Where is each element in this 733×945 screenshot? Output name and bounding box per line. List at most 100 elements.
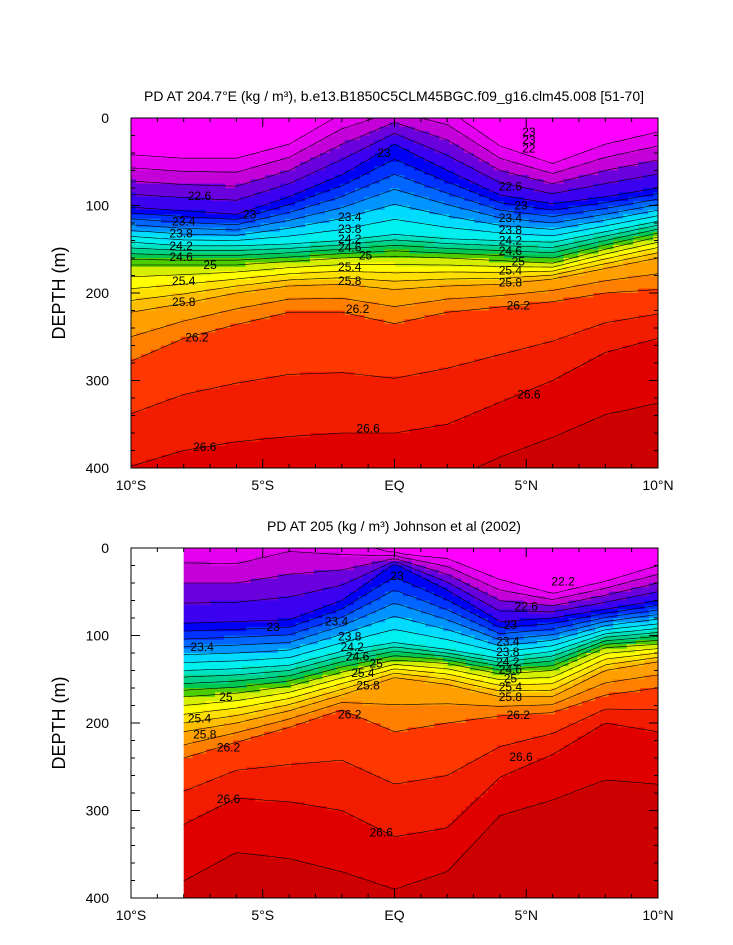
density-cell — [230, 354, 236, 360]
density-cell — [145, 424, 152, 430]
density-cell — [295, 258, 301, 263]
density-cell — [314, 288, 321, 294]
density-cell — [131, 275, 137, 281]
density-cell — [220, 459, 227, 465]
density-cell — [414, 454, 420, 460]
density-cell — [280, 367, 286, 373]
density-cell — [334, 384, 341, 390]
density-cell — [165, 345, 172, 351]
density-cell — [419, 463, 425, 468]
density-cell — [190, 266, 197, 272]
density-cell — [195, 310, 202, 316]
density-cell — [195, 393, 202, 399]
density-cell — [185, 293, 192, 298]
density-cell — [359, 319, 366, 325]
density-cell — [180, 183, 187, 189]
density-cell — [349, 336, 356, 342]
density-cell — [384, 144, 391, 150]
density-cell — [324, 284, 331, 290]
density-cell — [215, 441, 222, 447]
density-cell — [419, 179, 425, 185]
density-cell — [155, 415, 162, 421]
density-cell — [364, 183, 371, 189]
density-cell — [305, 441, 311, 447]
density-cell — [354, 218, 361, 224]
density-cell — [309, 271, 316, 277]
density-cell — [210, 122, 217, 128]
density-cell — [399, 192, 406, 198]
density-cell — [135, 249, 142, 255]
density-cell — [131, 402, 137, 408]
density-cell — [290, 411, 296, 417]
density-cell — [155, 249, 162, 255]
density-cell — [150, 380, 157, 386]
density-cell — [404, 310, 411, 316]
density-cell — [275, 135, 281, 141]
density-cell — [309, 424, 316, 430]
density-cell — [235, 166, 241, 172]
density-cell — [195, 297, 202, 303]
density-cell — [255, 126, 261, 132]
density-cell — [384, 279, 391, 285]
density-cell — [225, 214, 232, 220]
density-cell — [240, 166, 246, 172]
density-cell — [384, 214, 391, 220]
density-cell — [389, 266, 396, 272]
density-cell — [379, 389, 386, 395]
density-cell — [319, 384, 326, 390]
density-cell — [399, 227, 406, 233]
density-cell — [225, 218, 232, 224]
density-cell — [270, 332, 276, 338]
density-cell — [309, 153, 316, 158]
density-cell — [314, 275, 321, 281]
density-cell — [369, 240, 376, 246]
density-cell — [265, 144, 271, 150]
density-cell — [145, 306, 152, 312]
density-cell — [324, 450, 331, 456]
density-cell — [329, 139, 336, 145]
density-cell — [210, 201, 217, 207]
density-cell — [290, 249, 296, 255]
density-cell — [305, 389, 311, 395]
density-cell — [409, 153, 415, 158]
density-cell — [344, 371, 351, 377]
density-cell — [434, 118, 440, 123]
density-cell — [300, 118, 306, 123]
density-cell — [245, 249, 251, 255]
density-cell — [359, 446, 366, 452]
density-cell — [190, 402, 197, 408]
density-cell — [155, 424, 162, 430]
density-cell — [384, 349, 391, 355]
density-cell — [250, 336, 256, 342]
density-cell — [165, 118, 172, 123]
density-cell — [240, 297, 246, 303]
density-cell — [210, 424, 217, 430]
density-cell — [414, 363, 420, 368]
density-cell — [275, 253, 281, 259]
density-cell — [255, 354, 261, 360]
density-cell — [409, 297, 415, 303]
density-cell — [205, 446, 212, 452]
density-cell — [399, 223, 406, 228]
density-cell — [245, 463, 251, 468]
density-cell — [205, 161, 212, 167]
density-cell — [424, 446, 430, 452]
density-cell — [245, 227, 251, 233]
density-cell — [180, 341, 187, 347]
density-cell — [275, 371, 281, 377]
density-cell — [434, 328, 440, 333]
density-cell — [364, 148, 371, 154]
density-cell — [255, 148, 261, 154]
density-cell — [215, 249, 222, 255]
density-cell — [280, 389, 286, 395]
density-cell — [270, 358, 276, 364]
density-cell — [349, 214, 356, 220]
density-cell — [260, 279, 266, 285]
density-cell — [354, 398, 361, 403]
density-cell — [419, 205, 425, 211]
density-cell — [354, 406, 361, 412]
density-cell — [255, 367, 261, 373]
density-cell — [255, 402, 261, 408]
density-cell — [270, 380, 276, 386]
density-cell — [394, 332, 401, 338]
